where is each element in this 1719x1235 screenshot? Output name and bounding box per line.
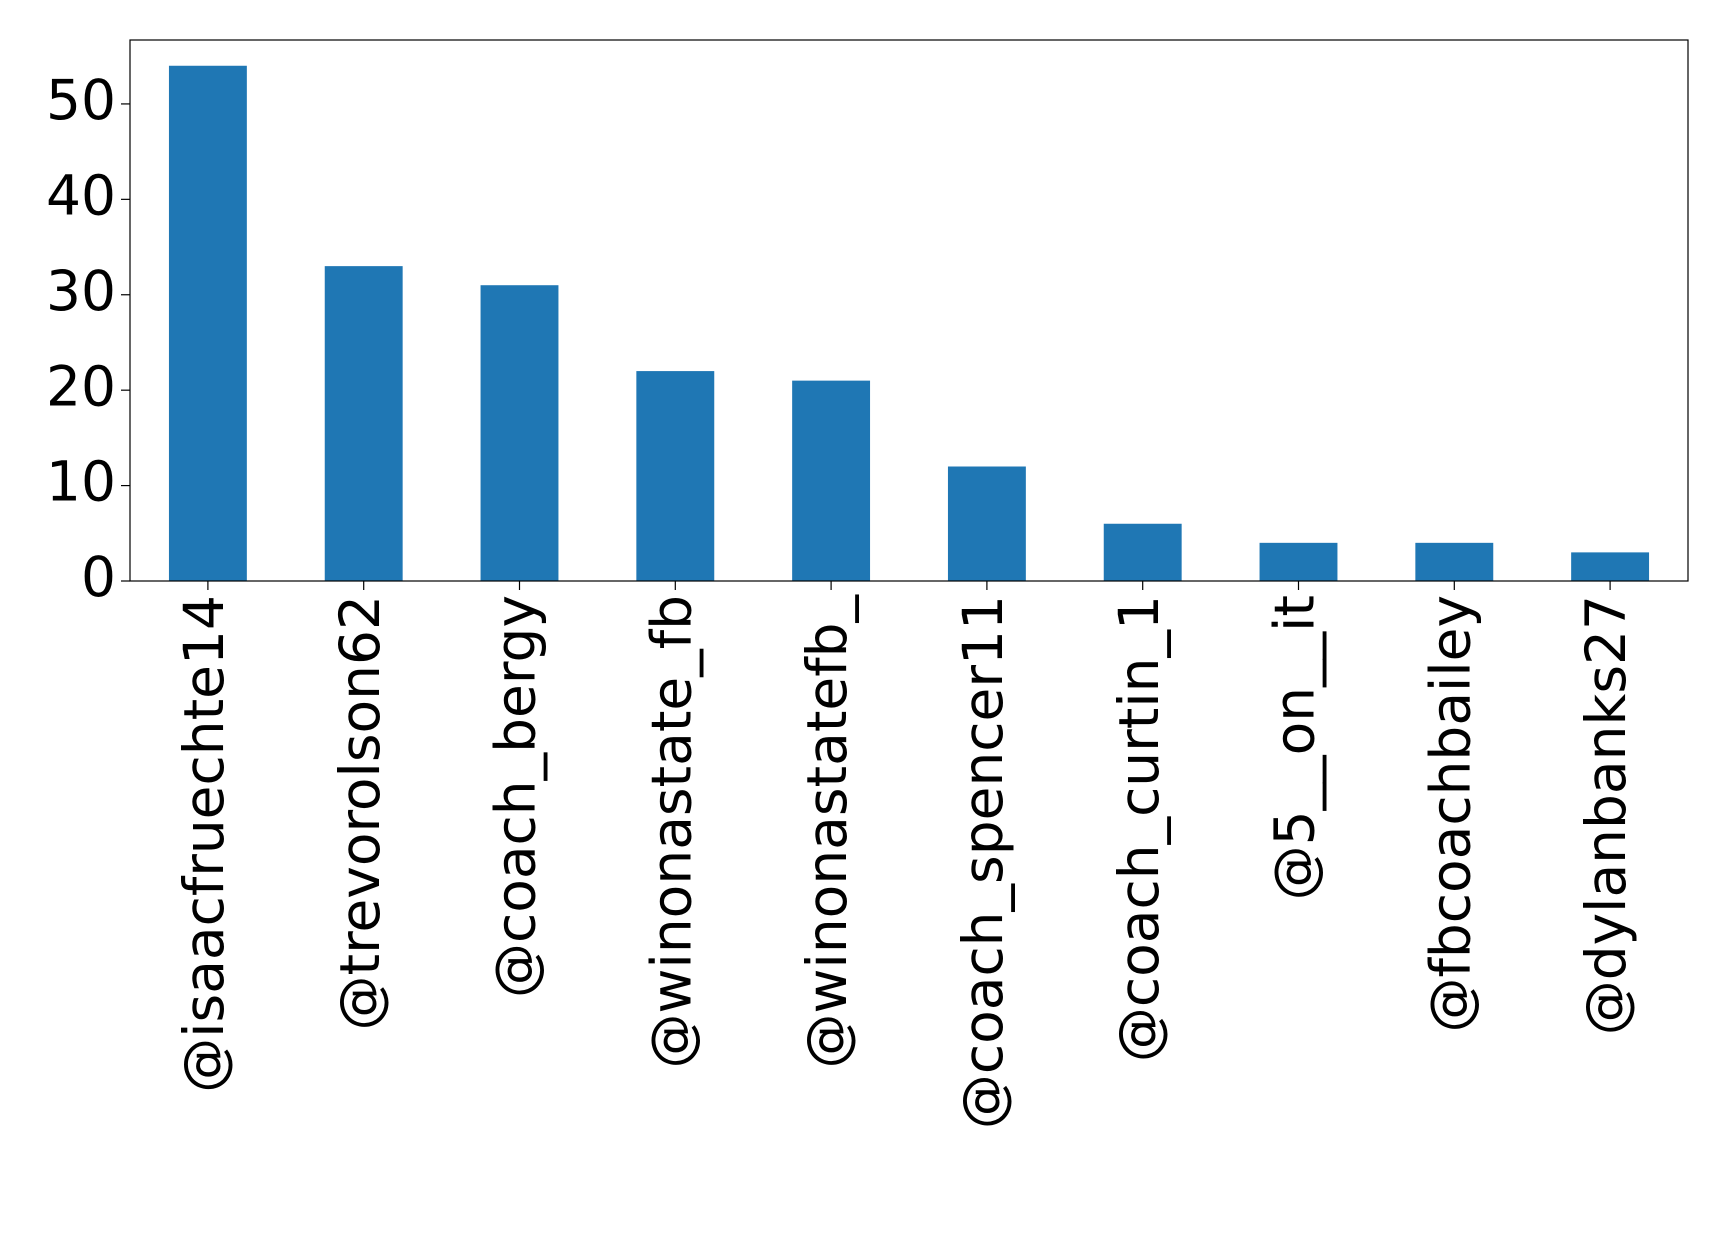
- x-tick-label: @coach_bergy: [484, 595, 548, 998]
- x-tick-label: @fbcoachbailey: [1418, 595, 1482, 1033]
- plot-frame: [129, 39, 1689, 582]
- x-tick-label: @coach_spencer11: [951, 595, 1015, 1129]
- x-tick-label: @5__on__it: [1263, 595, 1327, 900]
- bar: [1259, 542, 1338, 581]
- y-tick-label: 0: [81, 545, 116, 609]
- y-tick-label: 10: [46, 450, 116, 514]
- bar: [1103, 523, 1182, 581]
- bar: [947, 466, 1026, 581]
- y-tick-label: 20: [46, 354, 116, 418]
- y-tick-label: 30: [46, 259, 116, 323]
- bar: [1571, 552, 1650, 581]
- x-tick-label: @winonastatefb_: [795, 594, 859, 1069]
- y-tick-label: 50: [46, 68, 116, 132]
- x-tick-label: @winonastate_fb: [639, 595, 703, 1068]
- bar: [1415, 542, 1494, 581]
- bar: [636, 371, 715, 581]
- x-tick-label: @trevorolson62: [328, 595, 392, 1031]
- bar: [168, 65, 247, 581]
- bar: [324, 266, 403, 581]
- y-tick-label: 40: [46, 163, 116, 227]
- bar: [480, 285, 559, 581]
- x-tick-label: @coach_curtin_1: [1107, 595, 1171, 1062]
- bar: [792, 380, 871, 581]
- x-tick-label: @isaacfruechte14: [172, 595, 236, 1093]
- x-tick-label: @dylanbanks27: [1574, 595, 1638, 1035]
